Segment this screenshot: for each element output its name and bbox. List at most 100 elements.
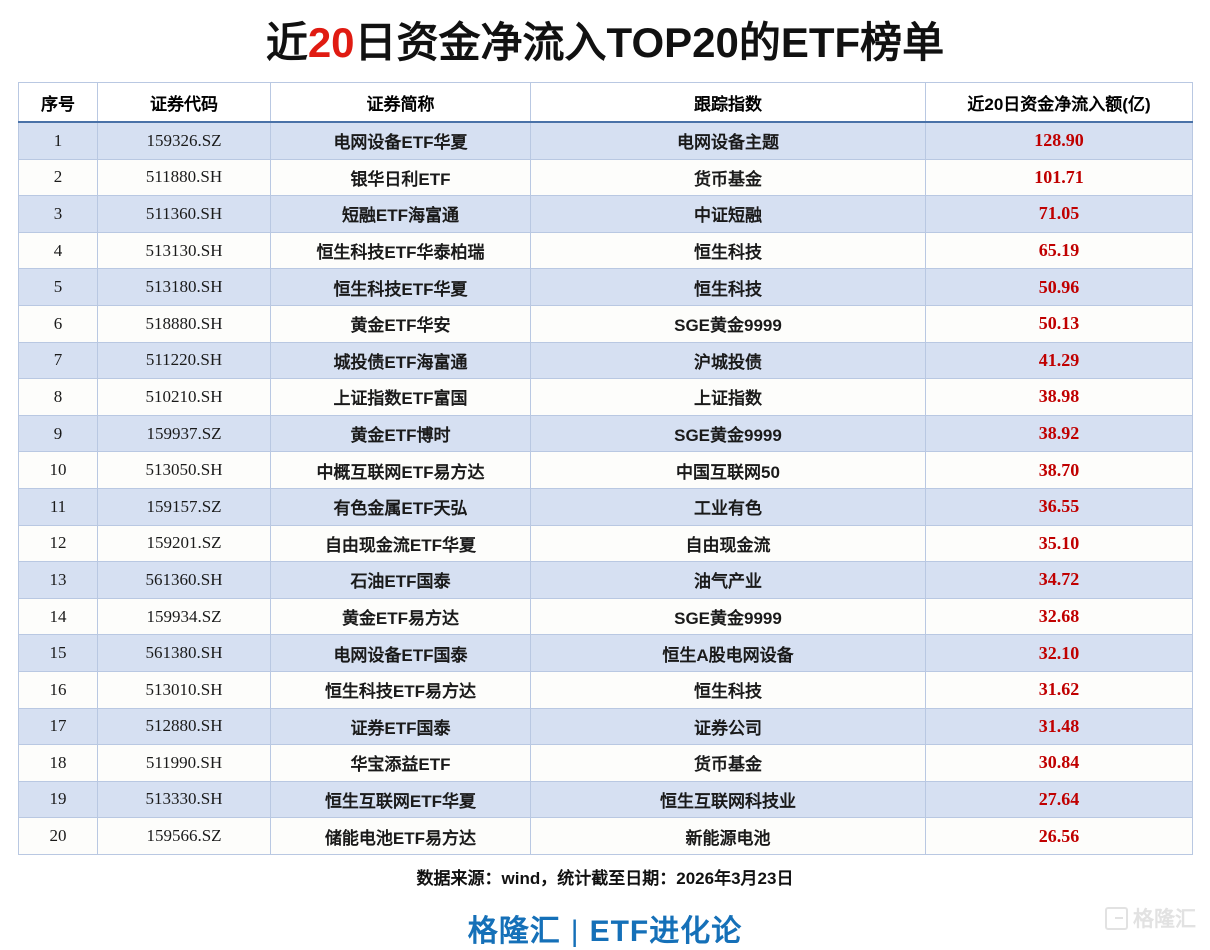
cell-index: 14: [18, 598, 98, 636]
cell-code: 159566.SZ: [97, 817, 271, 855]
cell-name: 中概互联网ETF易方达: [270, 451, 531, 489]
cell-name: 证券ETF国泰: [270, 708, 531, 746]
cell-index: 9: [18, 415, 98, 453]
cell-index: 11: [18, 488, 98, 526]
cell-net-inflow: 65.19: [925, 232, 1193, 270]
cell-tracking-index: SGE黄金9999: [530, 415, 926, 453]
cell-code: 512880.SH: [97, 708, 271, 746]
cell-tracking-index: 新能源电池: [530, 817, 926, 855]
cell-name: 电网设备ETF华夏: [270, 122, 531, 160]
cell-net-inflow: 35.10: [925, 525, 1193, 563]
table-header-row: 序号 证券代码 证券简称 跟踪指数 近20日资金净流入额(亿): [18, 82, 1193, 123]
gelonghui-logo-icon: [1105, 906, 1128, 930]
cell-code: 513050.SH: [97, 451, 271, 489]
table-row: 20 159566.SZ 储能电池ETF易方达 新能源电池 26.56: [18, 817, 1193, 855]
cell-name: 黄金ETF易方达: [270, 598, 531, 636]
cell-code: 513010.SH: [97, 671, 271, 709]
cell-code: 513130.SH: [97, 232, 271, 270]
watermark-label: 格隆汇: [1133, 908, 1196, 931]
table-row: 14 159934.SZ 黄金ETF易方达 SGE黄金9999 32.68: [18, 598, 1193, 636]
cell-name: 黄金ETF博时: [270, 415, 531, 453]
table-row: 9 159937.SZ 黄金ETF博时 SGE黄金9999 38.92: [18, 415, 1193, 453]
table-row: 13 561360.SH 石油ETF国泰 油气产业 34.72: [18, 561, 1193, 599]
table-row: 16 513010.SH 恒生科技ETF易方达 恒生科技 31.62: [18, 671, 1193, 709]
cell-index: 10: [18, 451, 98, 489]
cell-code: 561360.SH: [97, 561, 271, 599]
cell-index: 13: [18, 561, 98, 599]
cell-code: 513180.SH: [97, 268, 271, 306]
cell-code: 511360.SH: [97, 195, 271, 233]
cell-code: 511880.SH: [97, 159, 271, 197]
cell-code: 159201.SZ: [97, 525, 271, 563]
cell-tracking-index: 自由现金流: [530, 525, 926, 563]
column-header-tracking-index: 跟踪指数: [530, 82, 926, 123]
cell-index: 17: [18, 708, 98, 746]
cell-index: 3: [18, 195, 98, 233]
brand-separator: |: [570, 914, 580, 948]
cell-tracking-index: 恒生科技: [530, 268, 926, 306]
cell-tracking-index: 中证短融: [530, 195, 926, 233]
cell-net-inflow: 38.92: [925, 415, 1193, 453]
cell-name: 恒生互联网ETF华夏: [270, 781, 531, 819]
cell-net-inflow: 101.71: [925, 159, 1193, 197]
ranking-table-container: 序号 证券代码 证券简称 跟踪指数 近20日资金净流入额(亿) 1 1 5 9 3 26.…: [18, 82, 1193, 855]
column-header-code: 证券代码: [97, 82, 271, 123]
cell-index: 18: [18, 744, 98, 782]
cell-net-inflow: 38.98: [925, 378, 1193, 416]
brand-name-left: 格隆汇: [467, 914, 561, 948]
cell-name: 上证指数ETF富国: [270, 378, 531, 416]
cell-name: 恒生科技ETF华泰柏瑞: [270, 232, 531, 270]
cell-net-inflow: 32.68: [925, 598, 1193, 636]
page-title-prefix: 近: [265, 19, 308, 66]
cell-name: 银华日利ETF: [270, 159, 531, 197]
cell-net-inflow: 50.13: [925, 305, 1193, 343]
column-header-index: 序号: [18, 82, 98, 123]
brand-line: 格隆汇 | ETF进化论: [0, 906, 1210, 950]
cell-tracking-index: 恒生互联网科技业: [530, 781, 926, 819]
cell-tracking-index: 上证指数: [530, 378, 926, 416]
cell-tracking-index: 货币基金: [530, 159, 926, 197]
cell-tracking-index: 货币基金: [530, 744, 926, 782]
cell-index: 6: [18, 305, 98, 343]
cell-name: 城投债ETF海富通: [270, 342, 531, 380]
etf-ranking-table: 序号 证券代码 证券简称 跟踪指数 近20日资金净流入额(亿) 1 1 5 9 3 26.…: [18, 82, 1193, 855]
cell-code: 159326.SZ: [97, 122, 271, 160]
table-row: 11 159157.SZ 有色金属ETF天弘 工业有色 36.55: [18, 488, 1193, 526]
column-header-name: 证券简称: [270, 82, 531, 123]
table-row: 15 561380.SH 电网设备ETF国泰 恒生A股电网设备 32.10: [18, 634, 1193, 672]
cell-name: 恒生科技ETF华夏: [270, 268, 531, 306]
cell-tracking-index: 沪城投债: [530, 342, 926, 380]
cell-tracking-index: 恒生A股电网设备: [530, 634, 926, 672]
cell-name: 黄金ETF华安: [270, 305, 531, 343]
column-header-net-inflow: 近20日资金净流入额(亿): [925, 82, 1193, 123]
cell-net-inflow: 26.56: [925, 817, 1193, 855]
cell-name: 储能电池ETF易方达: [270, 817, 531, 855]
cell-index: 4: [18, 232, 98, 270]
cell-name: 石油ETF国泰: [270, 561, 531, 599]
cell-net-inflow: 34.72: [925, 561, 1193, 599]
cell-net-inflow: 32.10: [925, 634, 1193, 672]
cell-tracking-index: 恒生科技: [530, 671, 926, 709]
page-title-accent: 20: [307, 19, 355, 66]
table-row: 17 512880.SH 证券ETF国泰 证券公司 31.48: [18, 708, 1193, 746]
cell-code: 159937.SZ: [97, 415, 271, 453]
cell-code: 511990.SH: [97, 744, 271, 782]
table-row: 8 510210.SH 上证指数ETF富国 上证指数 38.98: [18, 378, 1193, 416]
table-row: 18 511990.SH 华宝添益ETF 货币基金 30.84: [18, 744, 1193, 782]
page-title-suffix: 日资金净流入TOP20的ETF榜单: [354, 19, 945, 66]
table-row: 4 513130.SH 恒生科技ETF华泰柏瑞 恒生科技 65.19: [18, 232, 1193, 270]
page-title: 近20日资金净流入TOP20的ETF榜单: [266, 22, 944, 64]
cell-name: 恒生科技ETF易方达: [270, 671, 531, 709]
data-source-note: 数据来源：wind，统计截至日期：2026年3月23日: [416, 868, 794, 888]
cell-tracking-index: 工业有色: [530, 488, 926, 526]
table-body: 1 159326.SZ 电网设备ETF华夏 电网设备主题 128.90 2 511880.S…: [18, 122, 1193, 855]
cell-code: 513330.SH: [97, 781, 271, 819]
cell-index: 5: [18, 268, 98, 306]
cell-name: 有色金属ETF天弘: [270, 488, 531, 526]
watermark: 格隆汇: [1105, 903, 1196, 933]
table-row: 5 513180.SH 恒生科技ETF华夏 恒生科技 50.96: [18, 268, 1193, 306]
cell-index: 8: [18, 378, 98, 416]
table-row: 19 513330.SH 恒生互联网ETF华夏 恒生互联网科技业 27.64: [18, 781, 1193, 819]
cell-code: 511220.SH: [97, 342, 271, 380]
cell-index: 12: [18, 525, 98, 563]
